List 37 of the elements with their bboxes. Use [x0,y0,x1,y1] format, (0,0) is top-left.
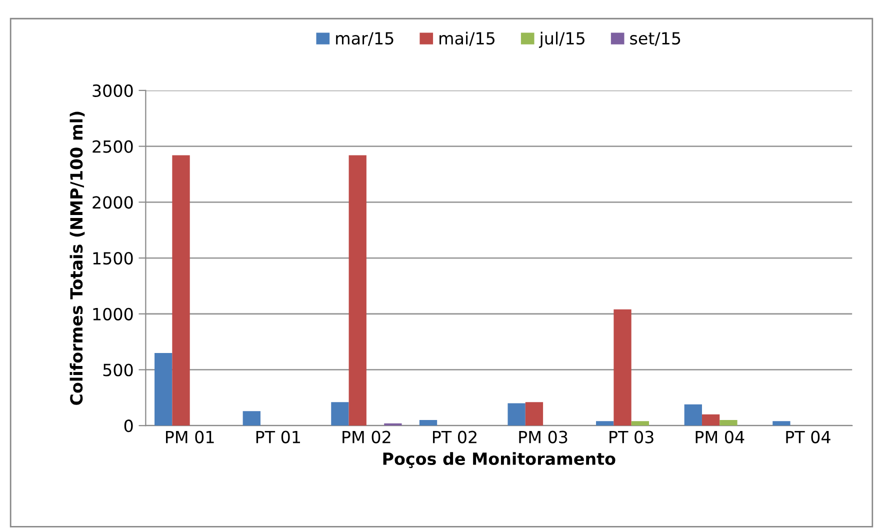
x-tick-label: PT 02 [433,430,476,444]
y-axis-title: Coliformes Totais (NMP/100 ml) [70,112,85,405]
bar [720,420,738,426]
x-axis-title: Poços de Monitoramento [383,452,616,468]
x-tick-label: PM 02 [342,430,390,444]
bar [702,414,720,426]
bar [348,155,366,426]
bar [596,421,614,426]
y-tick-label: 0 [124,420,133,432]
bar [172,155,190,426]
bar [508,403,526,426]
x-tick-label: PT 04 [786,430,830,444]
bar [525,402,544,426]
bar [631,421,650,426]
bar [154,352,172,426]
bar [614,309,632,426]
legend-label: mai/15 [440,32,494,46]
bar [331,402,349,426]
x-tick-label: PM 04 [696,430,744,444]
y-tick-label: 3000 [92,84,133,98]
bar [242,411,260,426]
bar [384,423,402,426]
bar [772,421,790,426]
x-tick-label: PT 01 [256,430,300,444]
legend-label: mar/15 [336,32,394,46]
x-tick-label: PT 03 [610,430,654,444]
y-tick-label: 1000 [93,308,133,320]
bar [419,420,438,426]
legend-label: set/15 [630,32,680,46]
y-tick-label: 1500 [93,252,133,265]
x-tick-label: PM 03 [519,430,568,444]
y-tick-label: 500 [103,364,133,376]
legend-label: jul/15 [538,32,584,48]
y-tick-label: 2000 [92,196,133,209]
bar [684,404,702,426]
y-tick-label: 2500 [92,140,133,153]
x-tick-label: PM 01 [166,430,214,444]
